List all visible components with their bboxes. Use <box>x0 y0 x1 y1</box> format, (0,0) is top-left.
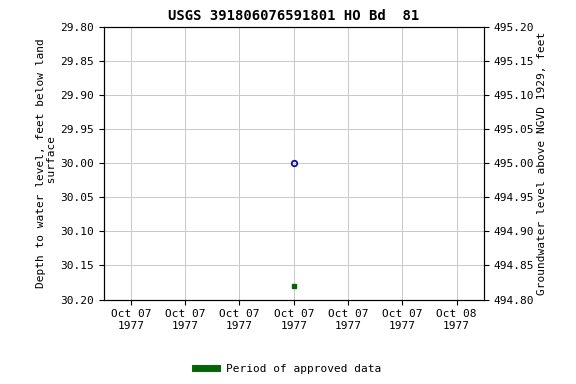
Title: USGS 391806076591801 HO Bd  81: USGS 391806076591801 HO Bd 81 <box>168 9 419 23</box>
Legend: Period of approved data: Period of approved data <box>191 359 385 379</box>
Y-axis label: Depth to water level, feet below land
 surface: Depth to water level, feet below land su… <box>36 38 58 288</box>
Y-axis label: Groundwater level above NGVD 1929, feet: Groundwater level above NGVD 1929, feet <box>537 31 547 295</box>
